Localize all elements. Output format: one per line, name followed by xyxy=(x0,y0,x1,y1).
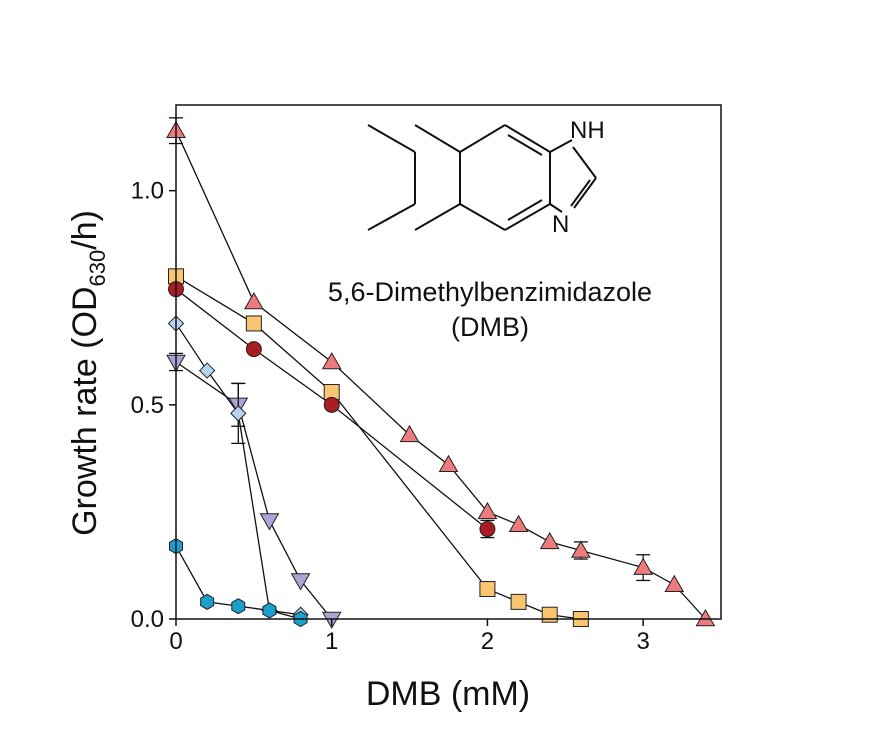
y-tick-label: 0.5 xyxy=(131,392,164,419)
data-point-circle xyxy=(479,521,496,538)
data-point-square xyxy=(541,606,558,623)
data-point-triangle-up xyxy=(633,557,654,575)
x-tick-label: 2 xyxy=(481,628,494,655)
data-point-square xyxy=(479,581,496,598)
series-line-circle xyxy=(175,288,488,530)
data-point-triangle-up xyxy=(399,424,420,443)
x-tick-label: 0 xyxy=(169,628,182,655)
axes: 0 1 2 3 0.0 0.5 1.0 xyxy=(131,104,722,655)
n-atom-label: N xyxy=(552,211,569,238)
data-point-triangle-up xyxy=(243,292,264,310)
data-point-hexagon xyxy=(231,598,246,615)
data-point-hexagon xyxy=(200,593,215,610)
data-point-triangle-up xyxy=(321,351,342,370)
y-tick-label: 1.0 xyxy=(131,178,164,205)
data-point-triangle-up xyxy=(570,540,591,558)
data-point-triangle-up xyxy=(477,501,498,520)
compound-abbrev-annotation: (DMB) xyxy=(451,312,529,342)
x-tick-label: 1 xyxy=(325,628,338,655)
data-point-triangle-up xyxy=(539,531,560,550)
series-hexagon xyxy=(169,538,308,628)
series-line-diamond xyxy=(175,323,301,616)
data-point-triangle-up xyxy=(508,514,529,533)
dmb-structure-drawing xyxy=(367,124,597,231)
series-diamond xyxy=(167,315,309,623)
x-axis-title: DMB (mM) xyxy=(366,675,530,713)
y-axis-title-main: Growth rate (OD xyxy=(66,287,104,536)
compound-name-annotation: 5,6-Dimethylbenzimidazole xyxy=(328,277,652,307)
y-axis-title-subscript: 630 xyxy=(85,250,110,287)
y-tick-label: 0.0 xyxy=(131,606,164,633)
series-line-triangle-down xyxy=(175,361,333,620)
nh-atom-label: NH xyxy=(570,117,605,144)
data-point-triangle-down xyxy=(290,573,311,591)
series-circle xyxy=(168,281,496,539)
y-axis-title: Growth rate (OD630/h) xyxy=(66,210,110,536)
plot-frame xyxy=(175,104,722,620)
data-point-triangle-up xyxy=(438,454,459,473)
data-point-triangle-down xyxy=(259,513,280,531)
plot-marks xyxy=(166,117,716,630)
data-point-circle xyxy=(245,341,262,358)
data-point-triangle-up xyxy=(664,574,685,592)
series-line-triangle-up xyxy=(175,130,706,620)
data-point-square xyxy=(245,315,262,332)
data-point-diamond xyxy=(230,405,247,422)
x-tick-label: 3 xyxy=(636,628,649,655)
y-axis-title-tail: /h) xyxy=(66,210,104,250)
series-triangle-up xyxy=(166,117,716,627)
data-point-hexagon xyxy=(262,602,277,619)
data-point-triangle-up xyxy=(695,608,716,627)
series-square xyxy=(168,268,589,627)
data-point-circle xyxy=(323,396,340,413)
data-point-square xyxy=(510,593,527,610)
series-triangle-down xyxy=(166,352,342,630)
data-point-diamond xyxy=(198,362,216,379)
